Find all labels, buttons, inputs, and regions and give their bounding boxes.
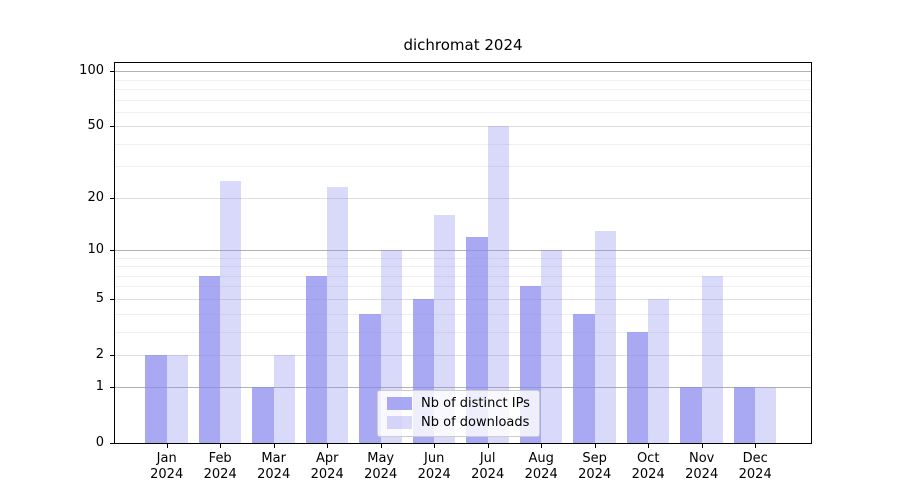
minor-gridline (115, 275, 811, 277)
minor-gridline (115, 257, 811, 259)
bar-distinct-ips (145, 354, 167, 445)
mid-gridline (115, 298, 811, 300)
x-tick-label: Nov 2024 (685, 451, 719, 483)
x-tick-label: Apr 2024 (310, 451, 344, 483)
legend-swatch (387, 397, 412, 410)
minor-gridline (115, 79, 811, 81)
y-tickmark (110, 387, 114, 389)
bar-downloads (648, 298, 670, 445)
legend-swatch (387, 416, 412, 429)
plot-area (114, 62, 812, 445)
bar-distinct-ips (626, 331, 649, 445)
x-tick-label: Dec 2024 (738, 451, 772, 483)
y-tick-label: 10 (87, 242, 104, 257)
minor-gridline (115, 89, 811, 90)
x-tickmark (594, 444, 596, 449)
bar-downloads (327, 187, 349, 445)
bar-downloads (273, 354, 295, 445)
x-tickmark (648, 444, 650, 449)
bar-distinct-ips (359, 313, 381, 445)
y-tick-label: 5 (95, 290, 104, 306)
mid-gridline (115, 126, 811, 128)
bar-downloads (166, 354, 188, 445)
y-tickmark (110, 250, 114, 251)
bar-downloads (594, 230, 616, 445)
x-tick-label: Jan 2024 (150, 451, 184, 483)
legend-entry: Nb of distinct IPs (387, 396, 530, 411)
x-tickmark (541, 444, 543, 449)
bar-downloads (541, 250, 563, 445)
y-tick-label: 100 (79, 63, 104, 79)
legend-label: Nb of distinct IPs (421, 396, 530, 411)
bar-distinct-ips (252, 387, 274, 445)
bar-downloads (487, 126, 509, 445)
minor-gridline (115, 111, 811, 113)
bar-downloads (701, 275, 723, 445)
minor-gridline (115, 166, 811, 168)
bar-downloads (755, 387, 777, 445)
minor-gridline (115, 99, 811, 101)
bar-downloads (220, 180, 242, 445)
bar-distinct-ips (733, 387, 756, 445)
bar-distinct-ips (305, 275, 328, 445)
y-tickmark (110, 298, 114, 300)
y-tickmark (110, 71, 114, 73)
chart-title: dichromat 2024 (403, 36, 523, 54)
minor-gridline (115, 313, 811, 315)
bar-downloads (434, 214, 456, 445)
minor-gridline (115, 143, 811, 145)
x-tickmark (327, 444, 329, 449)
x-tick-label: May 2024 (364, 451, 398, 483)
x-tick-label: Feb 2024 (203, 451, 237, 483)
bar-distinct-ips (198, 275, 221, 445)
legend-entry: Nb of downloads (387, 415, 530, 430)
x-tick-label: Jun 2024 (417, 451, 451, 483)
mid-gridline (115, 197, 811, 199)
major-gridline (115, 250, 811, 251)
y-tick-label: 50 (87, 118, 104, 134)
x-tickmark (487, 444, 489, 449)
x-tickmark (701, 444, 703, 449)
y-tickmark (110, 197, 114, 199)
x-tickmark (434, 444, 436, 449)
major-gridline (115, 387, 811, 389)
bar-distinct-ips (573, 313, 595, 445)
x-tick-label: Aug 2024 (524, 451, 558, 483)
x-tick-label: Mar 2024 (257, 451, 291, 483)
x-tickmark (166, 444, 168, 449)
legend: Nb of distinct IPs Nb of downloads (377, 390, 540, 437)
x-tickmark (220, 444, 222, 449)
minor-gridline (115, 266, 811, 268)
y-tick-label: 1 (95, 379, 104, 395)
x-tick-label: Oct 2024 (631, 451, 665, 483)
y-tickmark (110, 443, 114, 445)
y-tick-label: 0 (95, 435, 104, 451)
legend-label: Nb of downloads (421, 415, 530, 430)
x-tick-label: Jul 2024 (471, 451, 505, 483)
y-tick-label: 2 (95, 346, 104, 362)
x-tickmark (273, 444, 275, 449)
x-tickmark (380, 444, 382, 449)
y-tickmark (110, 354, 114, 356)
minor-gridline (115, 286, 811, 288)
mid-gridline (115, 354, 811, 356)
minor-gridline (115, 331, 811, 333)
x-tick-label: Sep 2024 (578, 451, 612, 483)
y-tickmark (110, 126, 114, 128)
bar-distinct-ips (680, 387, 702, 445)
major-gridline (115, 71, 811, 73)
y-tick-label: 20 (87, 189, 104, 205)
x-tickmark (755, 444, 757, 449)
